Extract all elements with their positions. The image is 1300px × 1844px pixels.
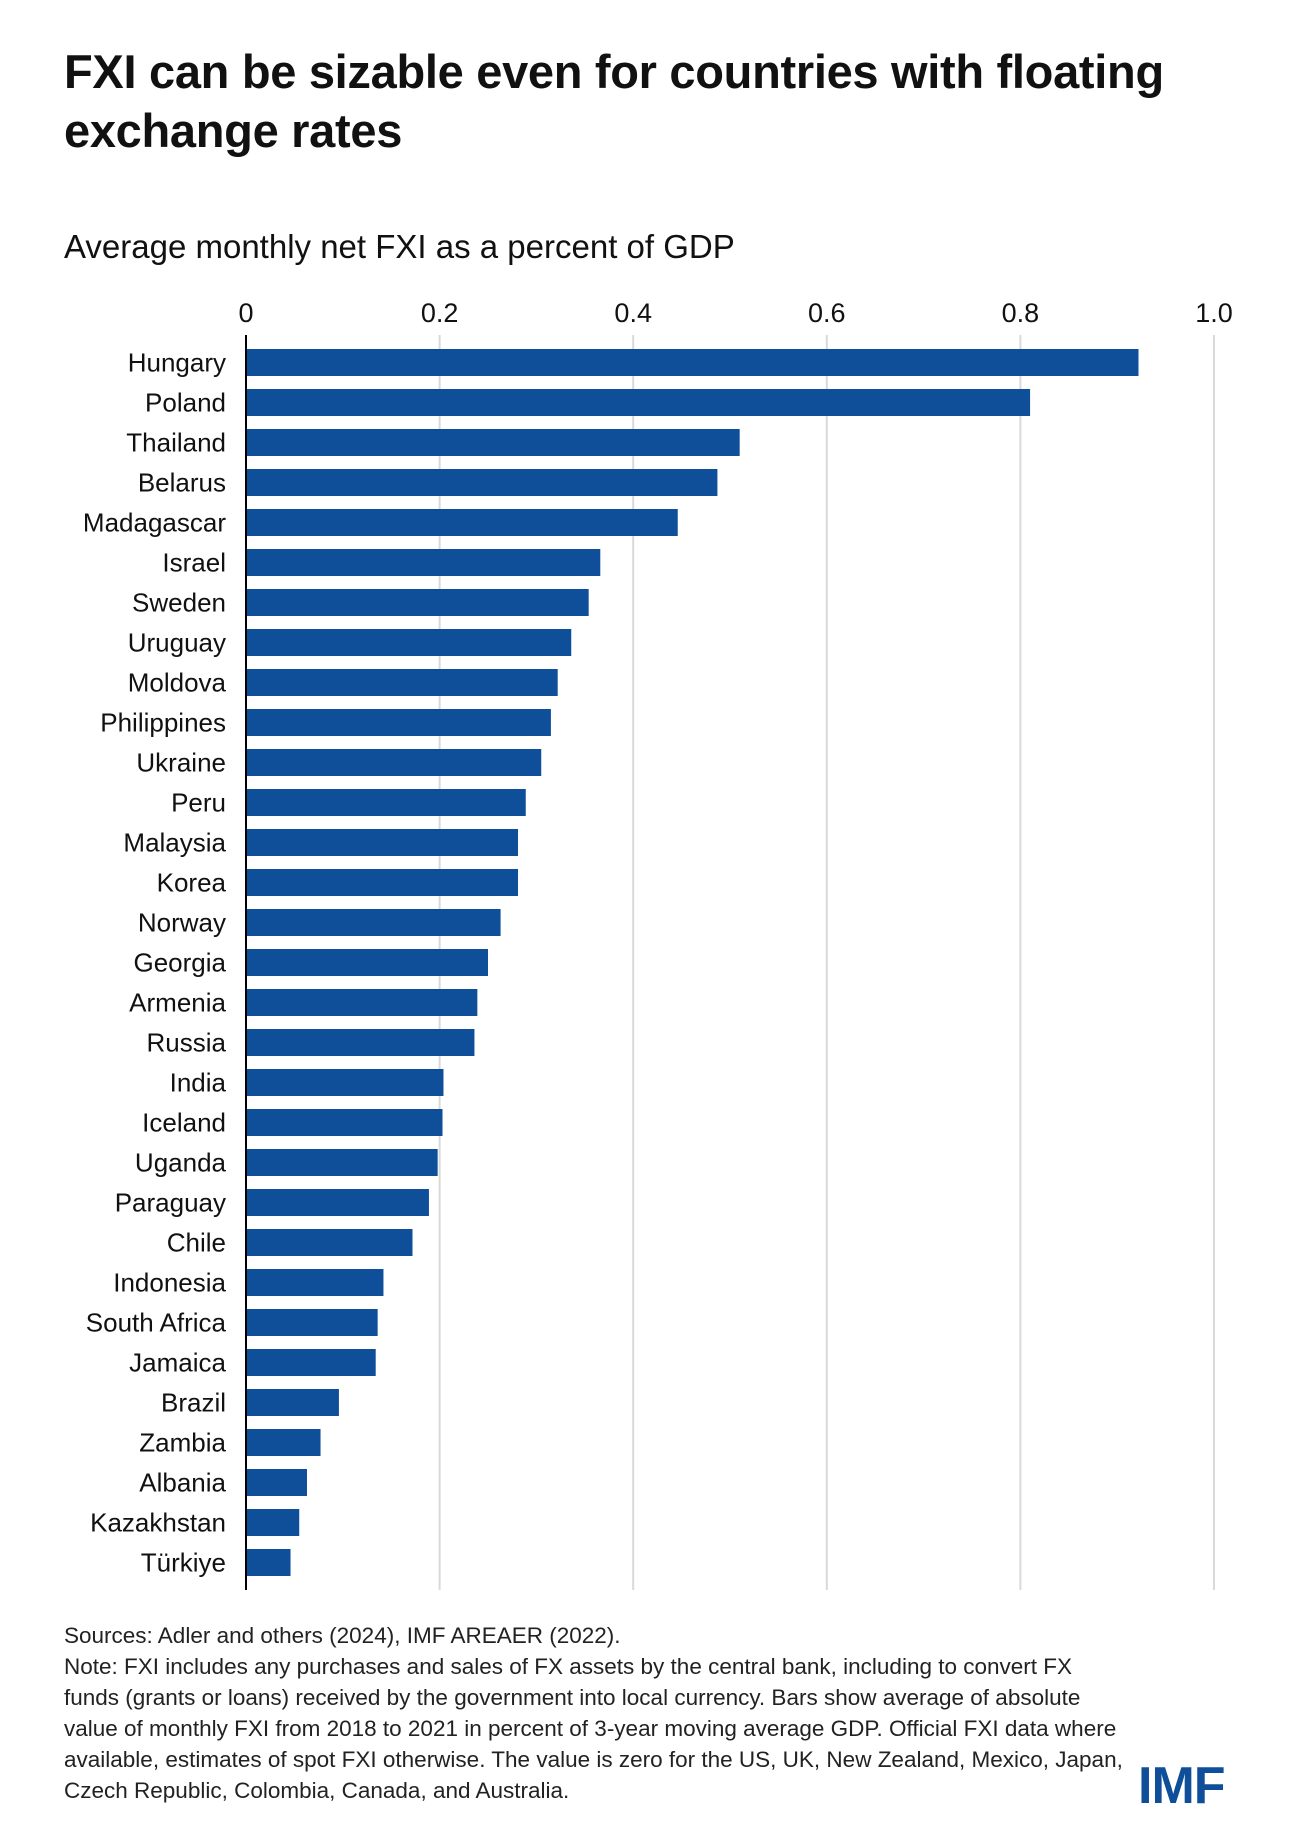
note-text: Note: FXI includes any purchases and sal… xyxy=(64,1654,1123,1803)
imf-logo: IMF xyxy=(1138,1757,1226,1815)
footnotes: Sources: Adler and others (2024), IMF AR… xyxy=(64,1620,1124,1806)
bar-moldova xyxy=(246,669,558,696)
y-category-label: South Africa xyxy=(86,1308,227,1338)
y-category-label: Chile xyxy=(167,1228,226,1258)
bar-norway xyxy=(246,909,501,936)
bar-indonesia xyxy=(246,1269,384,1296)
bar-albania xyxy=(246,1469,307,1496)
chart-subtitle: Average monthly net FXI as a percent of … xyxy=(64,228,735,265)
x-tick-label: 0.8 xyxy=(1002,298,1040,328)
y-category-label: Brazil xyxy=(161,1388,226,1418)
y-category-label: Paraguay xyxy=(115,1188,226,1218)
y-category-label: Moldova xyxy=(128,668,227,698)
y-category-label: Philippines xyxy=(100,708,226,738)
y-category-label: Poland xyxy=(145,388,226,418)
y-category-label: Armenia xyxy=(129,988,226,1018)
y-category-label: Sweden xyxy=(132,588,226,618)
bar-t-rkiye xyxy=(246,1549,291,1576)
y-category-label: Indonesia xyxy=(113,1268,226,1298)
bar-chile xyxy=(246,1229,413,1256)
y-category-label: Uruguay xyxy=(128,628,226,658)
bar-paraguay xyxy=(246,1189,429,1216)
bar-russia xyxy=(246,1029,475,1056)
bar-madagascar xyxy=(246,509,678,536)
bar-uganda xyxy=(246,1149,438,1176)
y-category-label: Zambia xyxy=(139,1428,226,1458)
sources-text: Sources: Adler and others (2024), IMF AR… xyxy=(64,1623,621,1648)
bar-brazil xyxy=(246,1389,339,1416)
bar-poland xyxy=(246,389,1031,416)
x-tick-label: 0.4 xyxy=(614,298,652,328)
bar-uruguay xyxy=(246,629,572,656)
bar-israel xyxy=(246,549,601,576)
x-tick-label: 0 xyxy=(238,298,253,328)
bar-sweden xyxy=(246,589,589,616)
y-category-label: Ukraine xyxy=(136,748,226,778)
bar-hungary xyxy=(246,349,1139,376)
bar-philippines xyxy=(246,709,551,736)
bar-kazakhstan xyxy=(246,1509,300,1536)
y-category-label: Israel xyxy=(162,548,226,578)
bar-korea xyxy=(246,869,519,896)
y-category-label: Thailand xyxy=(126,428,226,458)
bar-georgia xyxy=(246,949,488,976)
bar-iceland xyxy=(246,1109,443,1136)
y-category-label: Belarus xyxy=(138,468,226,498)
y-category-label: Kazakhstan xyxy=(90,1508,226,1538)
y-category-label: Hungary xyxy=(128,348,226,378)
bar-peru xyxy=(246,789,526,816)
y-category-label: Peru xyxy=(171,788,226,818)
bar-zambia xyxy=(246,1429,321,1456)
bar-malaysia xyxy=(246,829,519,856)
y-category-label: Jamaica xyxy=(129,1348,226,1378)
y-category-label: Albania xyxy=(139,1468,226,1498)
y-category-label: Türkiye xyxy=(141,1548,226,1578)
y-category-label: Uganda xyxy=(135,1148,227,1178)
y-category-label: Georgia xyxy=(134,948,227,978)
x-tick-label: 0.6 xyxy=(808,298,846,328)
chart-title: FXI can be sizable even for countries wi… xyxy=(64,45,1164,157)
y-category-label: Russia xyxy=(147,1028,227,1058)
bar-jamaica xyxy=(246,1349,376,1376)
bar-ukraine xyxy=(246,749,542,776)
bar-chart: 0 0.2 0.4 0.6 0.8 1.0 Hungary Poland Thailand Bel… xyxy=(83,298,1233,1590)
bar-belarus xyxy=(246,469,718,496)
y-category-label: Malaysia xyxy=(123,828,226,858)
y-category-label: Korea xyxy=(157,868,227,898)
y-category-label: India xyxy=(170,1068,227,1098)
y-category-label: Iceland xyxy=(142,1108,226,1138)
bar-thailand xyxy=(246,429,740,456)
y-category-label: Madagascar xyxy=(83,508,226,538)
bar-armenia xyxy=(246,989,478,1016)
x-tick-label: 1.0 xyxy=(1195,298,1233,328)
x-tick-label: 0.2 xyxy=(421,298,459,328)
y-category-label: Norway xyxy=(138,908,226,938)
bar-south-africa xyxy=(246,1309,378,1336)
bar-india xyxy=(246,1069,444,1096)
